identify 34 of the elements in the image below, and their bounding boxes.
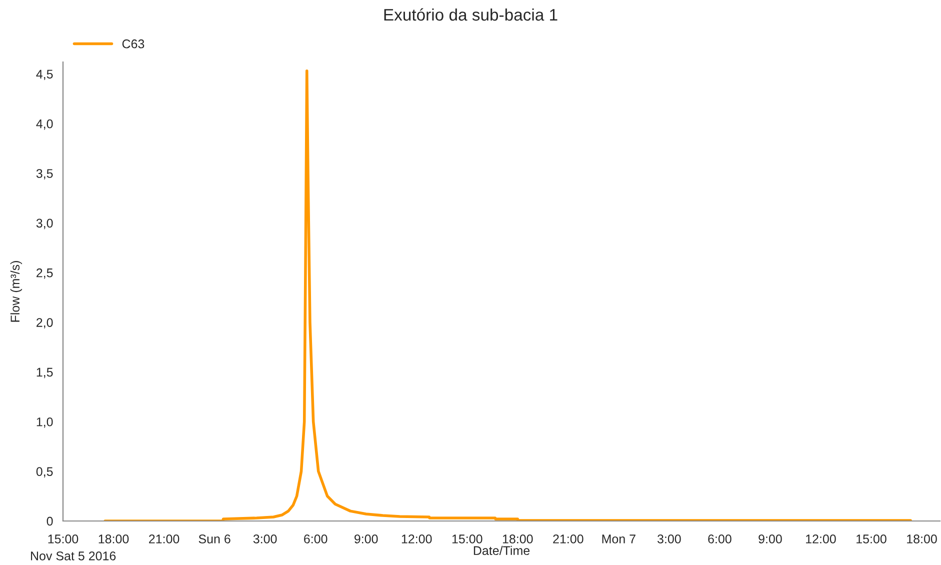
x-tick-label: 15:00 [48,534,78,544]
y-tick-label: 2,0 [36,318,53,328]
text: Nov Sat 5 2016 [31,552,116,560]
x-tick-label: 9:00 [354,534,378,544]
x-tick-label: 15:00 [452,534,482,544]
x-tick-label: 18:00 [907,534,937,544]
x-tick-label: 21:00 [553,534,584,544]
legend-label: C63 [122,39,144,48]
x-tick-label: 18:00 [98,534,129,544]
x-tick-label: 18:00 [502,534,533,544]
x-tick-label: 12:00 [806,534,836,544]
x-tick-label: 6:00 [708,534,732,544]
y-tick-label: 4,0 [36,119,53,130]
y-axis-title: Flow (m³/s) [10,261,22,322]
line-series [104,70,912,521]
x-axis-title: Date/Time [474,546,530,556]
x-tick-label: Mon 7 [602,534,636,544]
x-tick-label: Sun 6 [198,534,230,544]
y-tick-label: 1,0 [36,417,53,428]
x-tick-label: 9:00 [758,534,782,544]
y-tick-label: 0 [46,516,53,526]
y-tick-label: 1,5 [36,368,53,378]
y-tick-label: 3,5 [36,169,53,180]
chart-title: Exutório da sub-bacia 1 [384,8,558,21]
y-tick-label: 2,5 [36,268,53,279]
x-tick-label: 3:00 [253,534,277,544]
x-tick-label: 3:00 [657,534,681,544]
x-tick-label: 6:00 [304,534,328,544]
x-tick-label: 12:00 [402,534,432,544]
y-tick-label: 3,0 [36,218,53,230]
y-tick-label: 4,5 [36,70,53,80]
x-tick-label: 21:00 [149,534,180,544]
x-tick-label: 15:00 [856,534,886,544]
y-tick-label: 0,5 [36,467,53,478]
